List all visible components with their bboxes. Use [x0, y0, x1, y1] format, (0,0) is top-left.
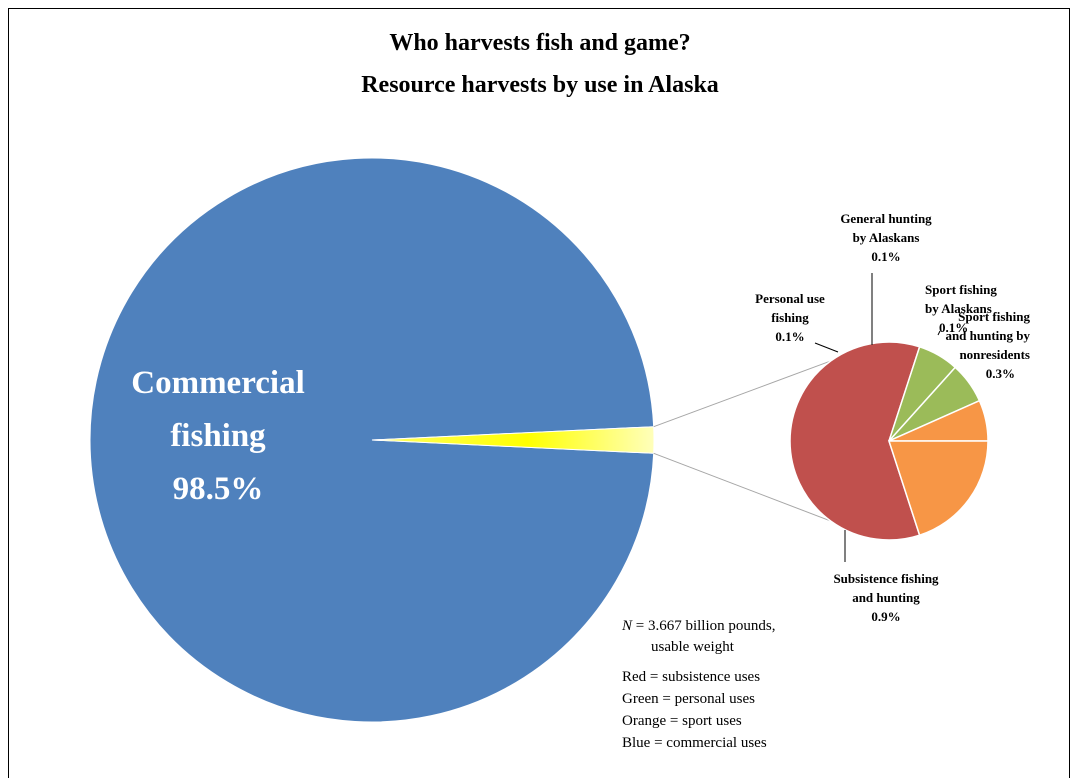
note-n: N = 3.667 billion pounds,: [621, 618, 775, 634]
label-breakdown-2: General hunting by Alaskans 0.1%: [840, 211, 932, 264]
slice-breakdown-0: [789, 341, 921, 541]
label-breakdown-3: Sport fishing by Alaskans 0.1%: [925, 282, 997, 335]
label-commercial-fishing: Commercial fishing 98.5%: [131, 365, 305, 507]
note-legend-0: Red = subsistence uses: [622, 669, 760, 685]
note-legend-3: Blue = commercial uses: [622, 735, 767, 751]
note-legend-1: Green = personal uses: [622, 691, 755, 707]
note-n-unit: usable weight: [651, 639, 735, 655]
chart-title: Who harvests fish and game?: [389, 30, 690, 56]
label-breakdown-1: Personal use fishing 0.1%: [755, 291, 825, 344]
slice-commercial-fishing: [89, 157, 655, 723]
chart-subtitle: Resource harvests by use in Alaska: [361, 72, 719, 98]
label-breakdown-4: Sport fishing and hunting by nonresidents 0…: [945, 309, 1030, 381]
note-n-value: = 3.667 billion pounds,: [632, 618, 775, 634]
connector-line-bottom: [653, 452, 831, 522]
label-breakdown-0: Subsistence fishing and hunting 0.9%: [833, 571, 939, 624]
slice-other-uses: [371, 426, 655, 454]
leader-line-1: [814, 342, 839, 353]
note-n-symbol: N: [621, 618, 633, 634]
slice-breakdown-4: [887, 440, 989, 537]
connector-line-top: [653, 360, 831, 428]
leader-line-3: [937, 330, 941, 336]
note-legend-2: Orange = sport uses: [622, 713, 742, 729]
